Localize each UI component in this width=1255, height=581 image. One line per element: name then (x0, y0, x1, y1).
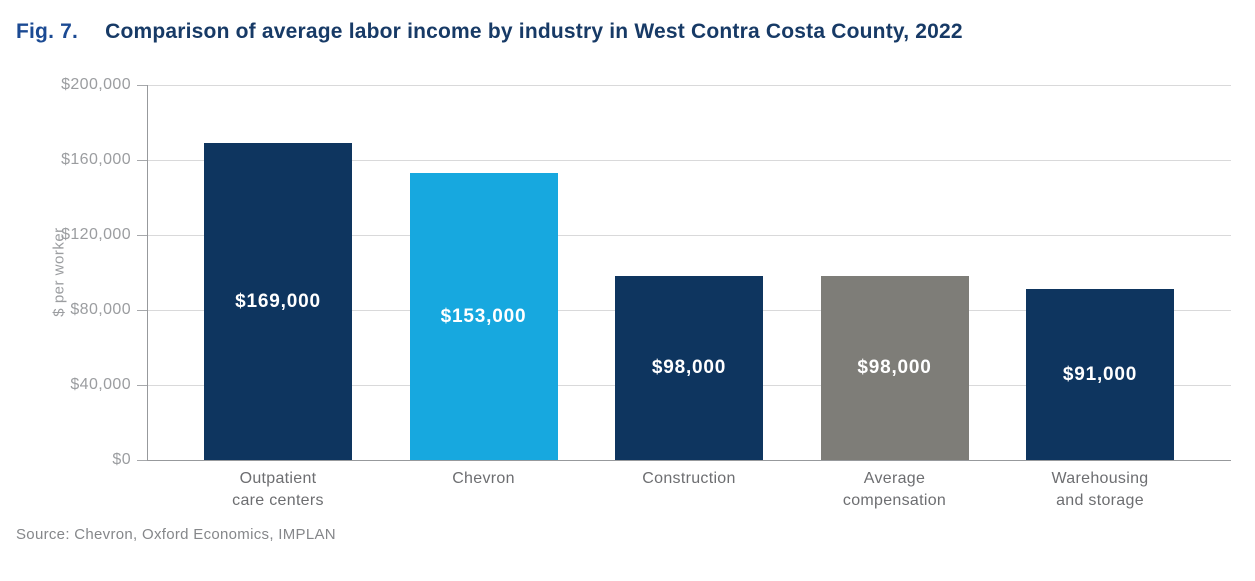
bar-value-label: $98,000 (857, 357, 932, 379)
bar-warehousing-and-storage: $91,000 (1026, 289, 1174, 460)
y-tick-mark (137, 460, 147, 461)
x-category-label-outpatient-care-centers: Outpatient care centers (232, 470, 324, 509)
bar-chevron: $153,000 (409, 173, 558, 460)
bar-outpatient-care-centers: $169,000 (204, 143, 352, 460)
bar-value-label: $91,000 (1062, 363, 1138, 385)
y-tick-label: $120,000 (61, 226, 131, 243)
y-tick-mark (137, 235, 147, 236)
y-tick-label: $0 (112, 451, 131, 468)
x-category-label-warehousing-and-storage: Warehousing and storage (1051, 470, 1149, 509)
y-tick-label: $40,000 (70, 376, 131, 393)
x-category-label-chevron: Chevron (452, 470, 515, 487)
figure-header: Fig. 7. Comparison of average labor inco… (16, 20, 963, 44)
gridline (147, 85, 1231, 86)
x-axis-line (147, 460, 1231, 461)
figure-title: Comparison of average labor income by in… (105, 20, 963, 43)
y-tick-label: $200,000 (61, 76, 131, 93)
y-tick-mark (137, 85, 147, 86)
bar-construction: $98,000 (615, 276, 763, 460)
bar-value-label: $169,000 (235, 290, 321, 312)
y-tick-label: $160,000 (61, 151, 131, 168)
bar-chart: $ per worker $0 $40,000 $80,000 $120,000 $16… (51, 76, 1231, 509)
bar-average-compensation: $98,000 (820, 276, 969, 460)
y-axis-line (147, 85, 148, 460)
y-tick-mark (137, 385, 147, 386)
figure-number: Fig. 7. (16, 20, 79, 43)
bar-value-label: $153,000 (440, 305, 527, 327)
x-category-label-average-compensation: Average compensation (842, 470, 947, 509)
y-tick-mark (137, 160, 147, 161)
source-note: Source: Chevron, Oxford Economics, IMPLA… (16, 526, 336, 543)
y-tick-label: $80,000 (70, 301, 131, 318)
gridline (147, 235, 1231, 236)
x-category-label-construction: Construction (642, 470, 736, 487)
y-tick-mark (137, 310, 147, 311)
gridline (147, 160, 1231, 161)
bar-value-label: $98,000 (651, 357, 727, 379)
